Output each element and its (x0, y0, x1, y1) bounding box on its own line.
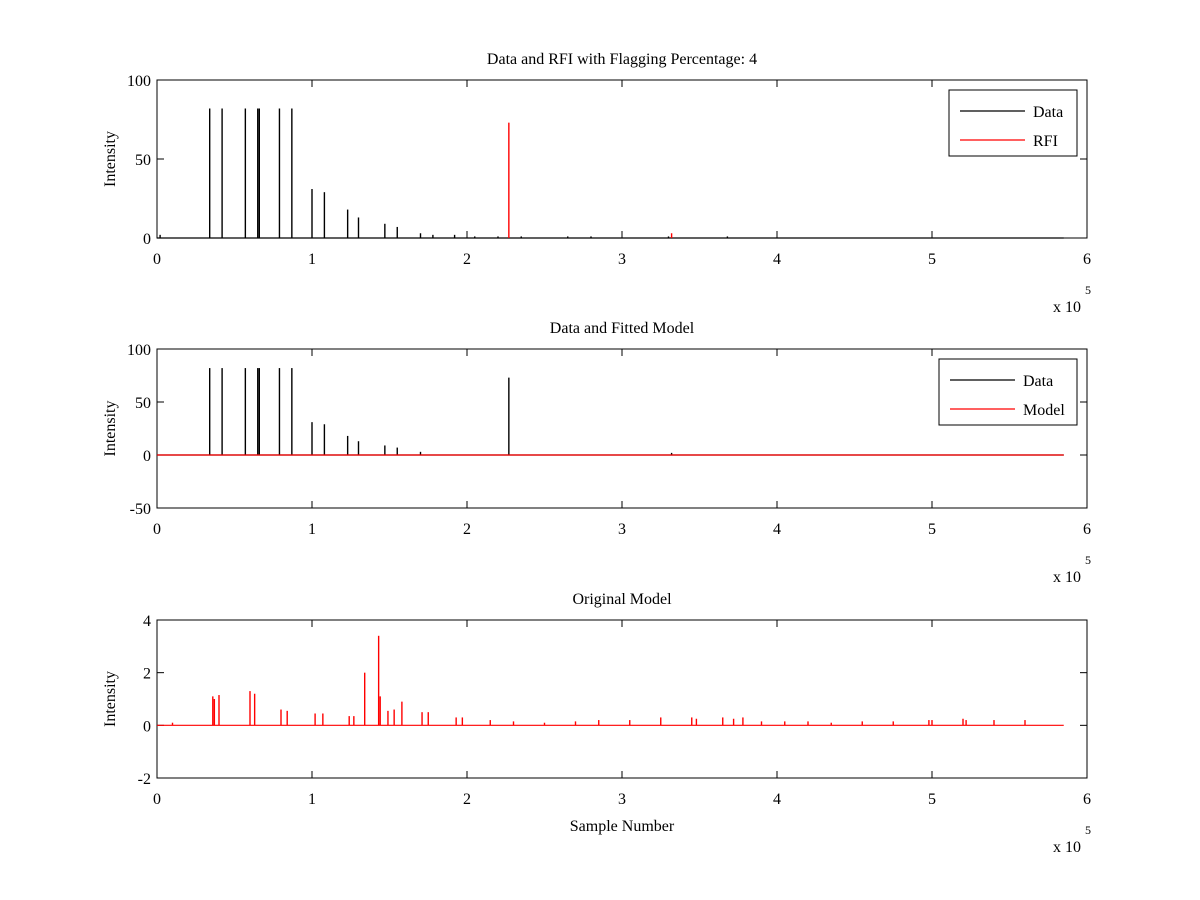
y-tick-label: 2 (143, 666, 151, 683)
axes-box (156, 79, 1088, 239)
y-tick-label: 0 (143, 231, 151, 248)
y-tick-label: 100 (127, 73, 151, 90)
chart-title: Original Model (572, 591, 672, 608)
chart-title: Data and RFI with Flagging Percentage: 4 (487, 51, 757, 68)
y-tick-label: 0 (143, 448, 151, 465)
series-data (157, 108, 1064, 239)
x-exponent-label: 5 (1085, 283, 1091, 297)
x-axis-label: Sample Number (570, 818, 675, 835)
x-tick-label: 3 (618, 791, 626, 808)
x-tick-label: 4 (773, 791, 781, 808)
legend-box (948, 89, 1078, 157)
axes-box (156, 619, 1088, 779)
x-tick-label: 2 (463, 521, 471, 538)
y-tick-label: -50 (130, 501, 151, 518)
x-tick-label: 1 (308, 251, 316, 268)
x-tick-label: 1 (308, 521, 316, 538)
x-tick-label: 4 (773, 521, 781, 538)
legend-box (938, 358, 1078, 426)
x-tick-label: 2 (463, 791, 471, 808)
x-multiplier-label: x 10 (1053, 569, 1081, 586)
x-tick-label: 0 (153, 791, 161, 808)
y-axis-label: Intensity (102, 401, 119, 457)
chart-title: Data and Fitted Model (550, 320, 695, 337)
x-tick-label: 6 (1083, 791, 1091, 808)
y-tick-label: 50 (135, 395, 151, 412)
x-multiplier-label: x 10 (1053, 299, 1081, 316)
x-tick-label: 3 (618, 521, 626, 538)
legend-label: RFI (1033, 133, 1058, 150)
y-tick-label: -2 (138, 771, 151, 788)
y-tick-label: 0 (143, 718, 151, 735)
legend-label: Data (1023, 373, 1053, 390)
y-axis-label: Intensity (102, 131, 119, 187)
x-tick-label: 6 (1083, 521, 1091, 538)
legend: Data Model (938, 358, 1078, 426)
x-tick-label: 5 (928, 791, 936, 808)
series-model (157, 635, 1064, 726)
y-tick-label: 100 (127, 342, 151, 359)
x-tick-label: 0 (153, 521, 161, 538)
x-exponent-label: 5 (1085, 553, 1091, 567)
series-rfi (508, 122, 673, 238)
x-tick-label: 2 (463, 251, 471, 268)
legend: Data RFI (948, 89, 1078, 157)
x-tick-label: 1 (308, 791, 316, 808)
x-tick-label: 5 (928, 521, 936, 538)
legend-label: Model (1023, 402, 1065, 419)
x-exponent-label: 5 (1085, 823, 1091, 837)
chart-panel-1: Data and RFI with Flagging Percentage: 4… (102, 51, 1091, 316)
x-tick-label: 3 (618, 251, 626, 268)
legend-label: Data (1033, 104, 1063, 121)
x-tick-label: 0 (153, 251, 161, 268)
x-tick-label: 6 (1083, 251, 1091, 268)
x-tick-label: 5 (928, 251, 936, 268)
x-multiplier-label: x 10 (1053, 839, 1081, 856)
y-axis-label: Intensity (102, 671, 119, 727)
y-tick-label: 4 (143, 613, 151, 630)
x-tick-label: 4 (773, 251, 781, 268)
y-tick-label: 50 (135, 152, 151, 169)
